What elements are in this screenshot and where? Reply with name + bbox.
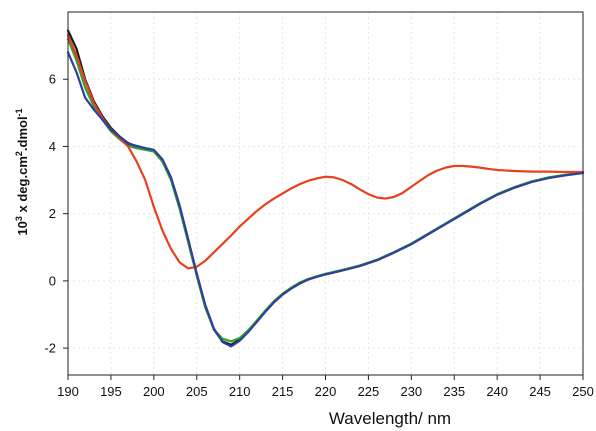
y-tick-label: 2 xyxy=(49,206,56,221)
y-axis-title-mid2: .dmol xyxy=(15,116,30,151)
series-layer xyxy=(66,29,585,348)
x-tick-label: 210 xyxy=(229,384,251,399)
x-tick-label: 205 xyxy=(186,384,208,399)
series-line-3 xyxy=(66,34,585,270)
series-line-4 xyxy=(66,51,585,348)
y-axis-title: 103 x deg.cm2.dmol-1 xyxy=(14,108,30,235)
y-tick-label: 6 xyxy=(49,72,56,87)
y-tick-label: -2 xyxy=(44,341,56,356)
y-axis-title-mid: x deg.cm xyxy=(15,156,30,216)
x-tick-label: 245 xyxy=(529,384,551,399)
y-tick-label: 0 xyxy=(49,273,56,288)
y-axis-title-sup2: 2 xyxy=(14,151,24,156)
grid-layer xyxy=(68,12,584,375)
ticks-layer: 190 195 200 205 210 215 220 225 230 235 240 245 250-… xyxy=(44,72,593,399)
x-tick-label: 250 xyxy=(572,384,594,399)
y-axis-title-sup3: -1 xyxy=(14,108,24,116)
x-tick-label: 230 xyxy=(400,384,422,399)
x-tick-label: 215 xyxy=(272,384,294,399)
x-axis-title: Wavelength/ nm xyxy=(329,409,451,428)
y-axis-title-base: 10 xyxy=(15,221,30,235)
x-tick-label: 195 xyxy=(100,384,122,399)
y-tick-label: 4 xyxy=(49,139,56,154)
y-axis-title-sup1: 3 xyxy=(14,216,24,221)
x-tick-label: 235 xyxy=(443,384,465,399)
x-tick-label: 220 xyxy=(315,384,337,399)
x-tick-label: 225 xyxy=(358,384,380,399)
x-tick-label: 240 xyxy=(486,384,508,399)
x-tick-label: 200 xyxy=(143,384,165,399)
x-tick-label: 190 xyxy=(57,384,79,399)
